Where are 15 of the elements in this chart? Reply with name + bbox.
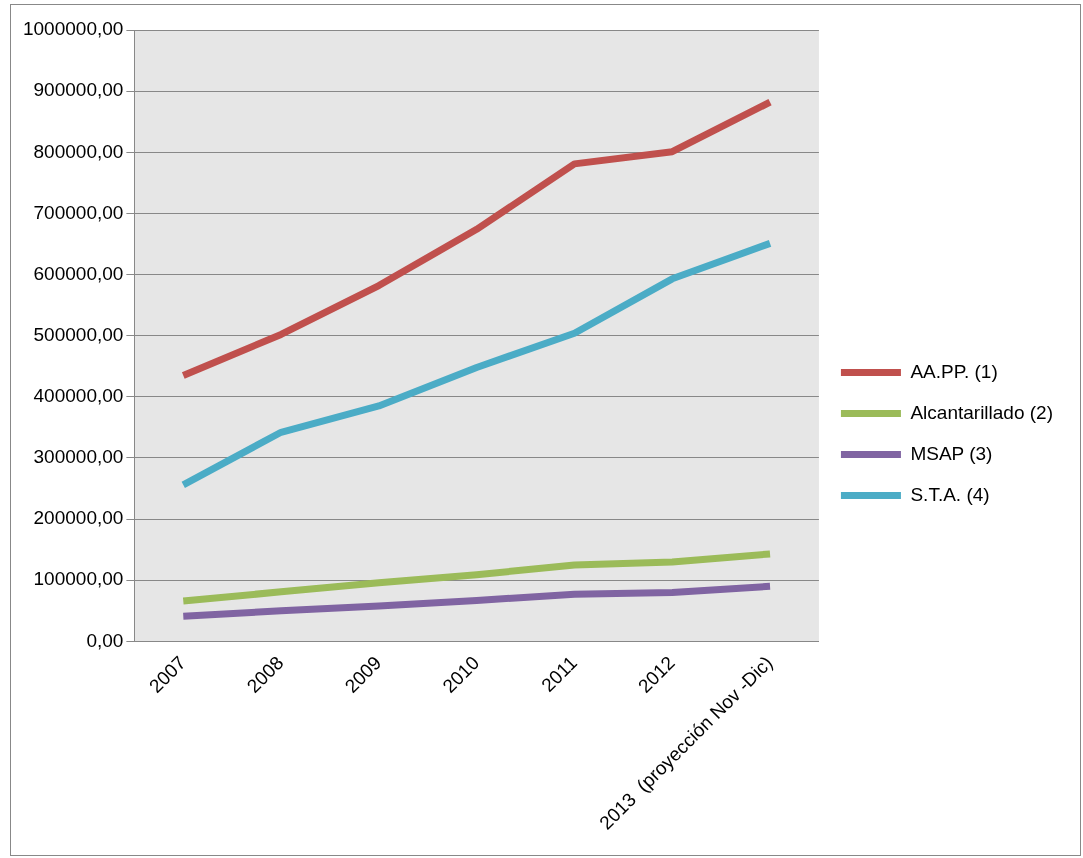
y-tick-label: 100000,00 [33,568,124,590]
legend-label: AA.PP. (1) [910,360,998,382]
y-tick-label: 500000,00 [33,323,124,345]
y-tick-label: 800000,00 [33,140,124,162]
y-tick-label: 400000,00 [33,385,124,407]
legend-label: MSAP (3) [910,442,993,464]
y-tick-label: 600000,00 [33,262,124,284]
legend-label: Alcantarillado (2) [910,401,1054,423]
y-tick-label: 300000,00 [33,446,124,468]
y-tick-label: 900000,00 [33,79,124,101]
legend-label: S.T.A. (4) [910,483,990,505]
y-tick-label: 1000000,00 [22,18,124,40]
y-tick-label: 0,00 [86,629,124,651]
y-tick-label: 700000,00 [33,201,124,223]
y-tick-label: 200000,00 [33,507,124,529]
